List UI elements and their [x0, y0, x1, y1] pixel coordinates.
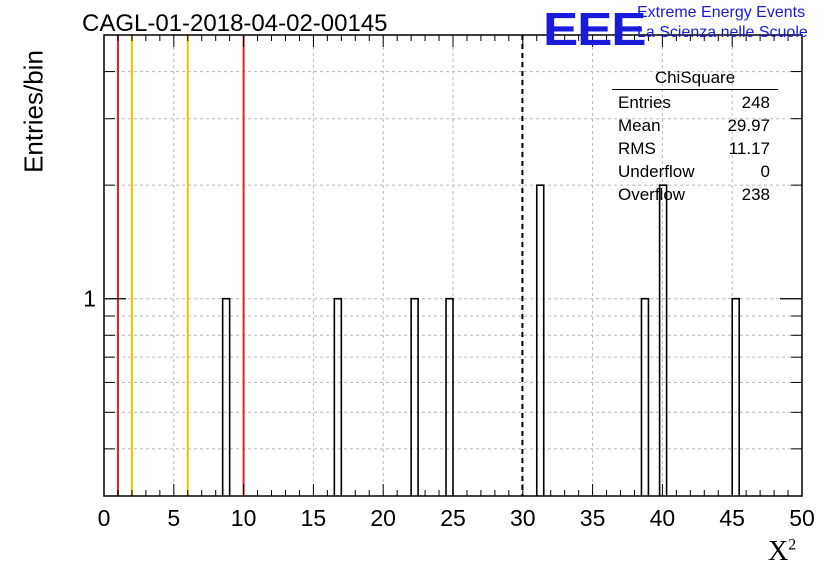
x-axis-label-superscript: 2 — [788, 536, 797, 554]
histogram-bar — [535, 184, 545, 496]
stats-row-overflow: Overflow 238 — [612, 183, 778, 206]
stats-row-underflow: Underflow 0 — [612, 160, 778, 183]
tick-labels: 0 5 10 15 20 25 30 35 40 45 50 1 — [83, 286, 815, 531]
axis-ticks — [103, 35, 803, 497]
x-tick-label: 50 — [789, 505, 815, 531]
stats-value: 29.97 — [727, 116, 770, 135]
x-tick-label: 40 — [650, 505, 676, 531]
stats-box: ChiSquare Entries 248 Mean 29.97 RMS 11.17 … — [612, 68, 778, 206]
histogram-bars — [221, 184, 740, 496]
logo-caption-line2: La Scienza nelle Scuole — [637, 24, 808, 41]
x-axis-label-base: X — [768, 536, 789, 567]
stats-title: ChiSquare — [612, 68, 778, 90]
stats-row-mean: Mean 29.97 — [612, 114, 778, 137]
histogram-bar — [640, 297, 650, 496]
stats-label: RMS — [618, 139, 656, 158]
stats-value: 11.17 — [728, 139, 770, 158]
stats-label: Entries — [618, 93, 671, 112]
x-tick-label: 25 — [440, 505, 466, 531]
stats-row-rms: RMS 11.17 — [612, 137, 778, 160]
logo-caption-line1: Extreme Energy Events — [637, 4, 806, 21]
x-tick-label: 35 — [580, 505, 606, 531]
x-tick-label: 45 — [719, 505, 745, 531]
run-title: CAGL-01-2018-04-02-00145 — [82, 10, 388, 37]
histogram-bar — [731, 297, 740, 496]
x-tick-label: 20 — [370, 505, 396, 531]
histogram-bar — [221, 297, 231, 496]
stats-value: 248 — [741, 93, 770, 112]
stats-value: 238 — [741, 185, 770, 204]
x-tick-label: 15 — [301, 505, 327, 531]
histogram-bar — [333, 297, 343, 496]
histogram-bar — [658, 184, 668, 496]
x-tick-label: 10 — [231, 505, 257, 531]
histogram-bar — [445, 297, 454, 496]
eee-logo: EEE — [543, 3, 647, 55]
x-tick-label: 5 — [167, 505, 180, 531]
reference-lines — [116, 35, 524, 496]
stats-label: Underflow — [618, 162, 695, 181]
stats-row-entries: Entries 248 — [612, 91, 778, 114]
stats-label: Mean — [618, 116, 661, 135]
stats-label: Overflow — [618, 185, 686, 204]
y-axis-label: Entries/bin — [18, 50, 49, 173]
x-axis-label: X2 — [768, 536, 796, 568]
x-tick-label: 0 — [98, 505, 111, 531]
stats-value: 0 — [760, 162, 770, 181]
y-tick-label: 1 — [83, 286, 96, 312]
histogram-bar — [410, 297, 419, 496]
x-tick-label: 30 — [510, 505, 536, 531]
